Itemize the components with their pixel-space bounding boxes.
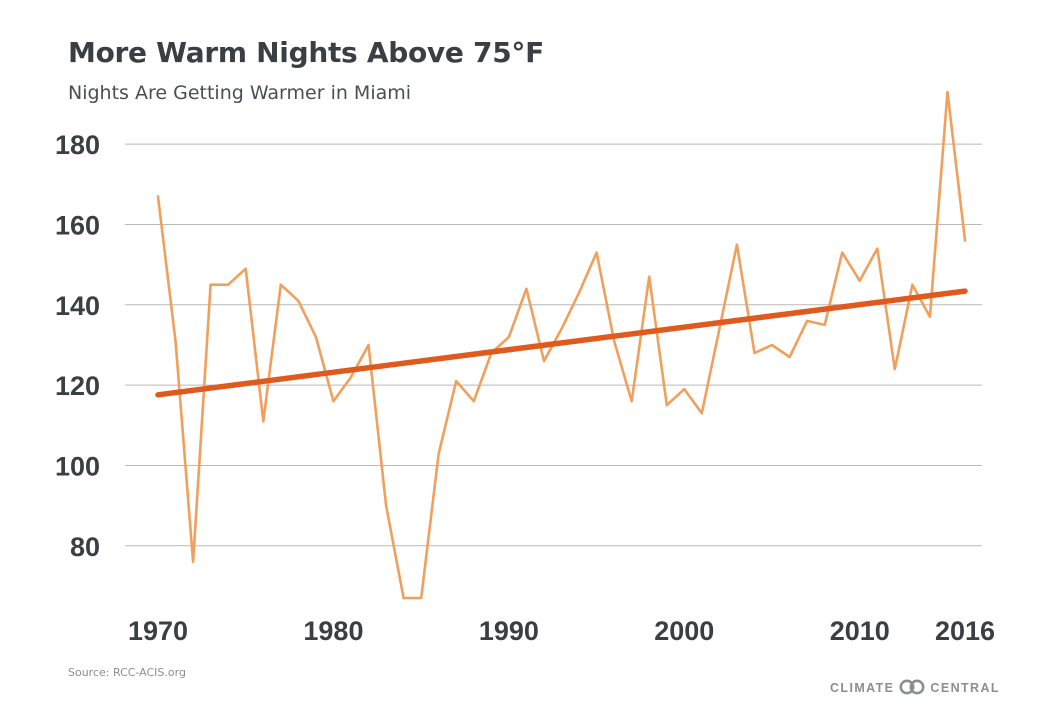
source-note: Source: RCC-ACIS.org: [68, 666, 186, 679]
series-layer: [155, 90, 968, 600]
x-tick-label-2000: 2000: [654, 616, 714, 646]
y-tick-label-80: 80: [70, 532, 100, 562]
y-tick-label-140: 140: [55, 291, 100, 321]
brand-left-text: CLIMATE: [830, 681, 895, 695]
series-line-warm-nights: [156, 90, 967, 600]
x-axis-ticks: 1970 1980 1990 2000 2010 2016: [128, 616, 995, 646]
x-tick-label-2010: 2010: [830, 616, 890, 646]
y-tick-label-160: 160: [55, 210, 100, 240]
x-tick-label-1980: 1980: [303, 616, 363, 646]
x-tick-label-1970: 1970: [128, 616, 188, 646]
series-line-trend: [155, 288, 968, 398]
chart-title: More Warm Nights Above 75°F: [68, 36, 544, 69]
y-tick-label-100: 100: [55, 451, 100, 481]
logo-rings-icon: [899, 679, 925, 698]
y-axis-ticks: 80 100 120 140 160 180: [55, 130, 100, 562]
x-tick-label-1990: 1990: [479, 616, 539, 646]
brand-right-text: CENTRAL: [930, 681, 1000, 695]
y-tick-label-120: 120: [55, 371, 100, 401]
climate-central-logo: CLIMATE CENTRAL: [830, 679, 1000, 697]
chart-subtitle: Nights Are Getting Warmer in Miami: [68, 82, 412, 104]
x-tick-label-2016: 2016: [935, 616, 995, 646]
y-tick-label-180: 180: [55, 130, 100, 160]
